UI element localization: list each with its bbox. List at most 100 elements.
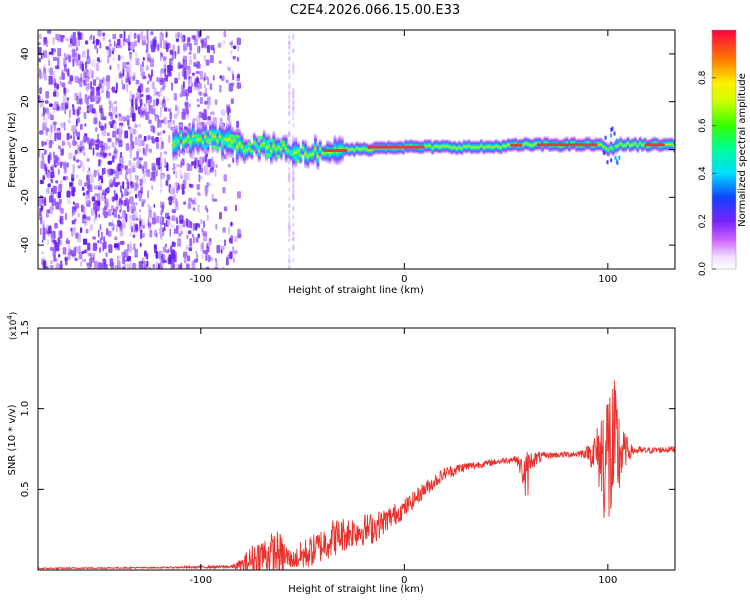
noise-cell [237, 191, 242, 199]
noise-cell [113, 196, 118, 201]
band-segment [641, 138, 645, 153]
noise-cell [42, 175, 46, 180]
band-segment [184, 130, 188, 151]
noise-cell [57, 237, 61, 244]
noise-cell [143, 135, 147, 142]
noise-cell [150, 31, 154, 36]
noise-cell [220, 245, 225, 251]
noise-cell [205, 35, 210, 40]
noise-cell [170, 264, 175, 269]
noise-cell [120, 185, 122, 193]
band-segment [370, 142, 373, 158]
noise-cell [77, 136, 80, 140]
noise-cell [203, 83, 207, 89]
noise-cell [163, 80, 165, 88]
noise-cell [106, 90, 109, 97]
noise-cell [86, 56, 91, 65]
noise-cell [151, 69, 154, 77]
noise-cell [39, 87, 42, 95]
noise-cell [204, 154, 207, 163]
noise-cell [57, 145, 61, 150]
noise-cell [49, 131, 53, 139]
noise-cell [164, 64, 167, 72]
noise-cell [78, 106, 82, 111]
noise-cell [132, 243, 136, 250]
noise-cell [223, 206, 228, 212]
noise-cell [55, 65, 60, 70]
band-segment [597, 137, 601, 152]
band-dispersion-cell [610, 158, 613, 163]
noise-cell [91, 139, 96, 146]
noise-streak-cell [292, 179, 295, 184]
noise-cell [216, 244, 221, 254]
colorbar-frame [711, 29, 737, 270]
noise-cell [83, 218, 87, 223]
noise-streak-cell [160, 250, 163, 255]
noise-cell [119, 209, 121, 214]
noise-cell [60, 122, 64, 128]
noise-cell [117, 38, 121, 46]
noise-streak-cell [129, 219, 132, 224]
noise-cell [38, 149, 41, 158]
noise-streak-cell [288, 247, 291, 252]
noise-cell [194, 201, 196, 206]
noise-cell [108, 111, 113, 117]
noise-streak-cell [129, 140, 132, 145]
band-segment [462, 139, 466, 154]
noise-cell [104, 198, 109, 208]
noise-streak-cell [160, 162, 163, 167]
band-segment [497, 139, 500, 155]
noise-cell [127, 34, 131, 41]
noise-cell [106, 132, 110, 137]
noise-streak-cell [288, 172, 291, 177]
noise-cell [165, 180, 169, 186]
noise-cell [102, 130, 107, 137]
noise-cell [175, 104, 178, 112]
band-segment [345, 141, 349, 157]
noise-cell [182, 81, 185, 90]
noise-cell [122, 116, 127, 122]
noise-streak-cell [129, 111, 132, 116]
band-segment [304, 139, 308, 168]
noise-cell [139, 209, 141, 213]
band-core [644, 143, 665, 147]
noise-cell [52, 70, 56, 80]
noise-cell [138, 260, 143, 269]
noise-cell [109, 178, 113, 184]
band-segment [306, 144, 310, 169]
noise-cell [167, 64, 171, 74]
noise-cell [127, 119, 130, 126]
noise-cell [112, 33, 117, 40]
noise-cell [227, 163, 231, 168]
noise-cell [86, 179, 91, 185]
noise-cell [156, 76, 160, 83]
noise-cell [98, 172, 100, 182]
noise-cell [49, 260, 54, 265]
noise-cell [42, 232, 46, 241]
noise-cell [143, 103, 147, 108]
noise-cell [88, 184, 93, 193]
noise-cell [199, 91, 202, 96]
noise-cell [205, 266, 210, 269]
noise-cell [95, 39, 100, 44]
noise-streak-cell [292, 166, 295, 171]
noise-cell [43, 50, 48, 58]
noise-cell [48, 75, 53, 85]
noise-cell [42, 219, 45, 227]
noise-cell [40, 227, 42, 235]
noise-cell [107, 209, 112, 217]
noise-cell [98, 213, 100, 218]
noise-cell [79, 60, 84, 70]
noise-cell [176, 106, 180, 116]
noise-cell [212, 75, 215, 81]
noise-cell [145, 168, 150, 173]
noise-cell [55, 180, 59, 184]
noise-cell [61, 140, 65, 146]
noise-cell [85, 228, 89, 234]
band-segment [423, 138, 427, 154]
snr-panel: -100 0 100 0.5 1.0 1.5 Height of straight lin… [6, 312, 676, 595]
noise-cell [117, 45, 122, 49]
noise-cell [112, 211, 114, 216]
noise-cell [76, 233, 78, 238]
noise-cell [111, 260, 113, 268]
